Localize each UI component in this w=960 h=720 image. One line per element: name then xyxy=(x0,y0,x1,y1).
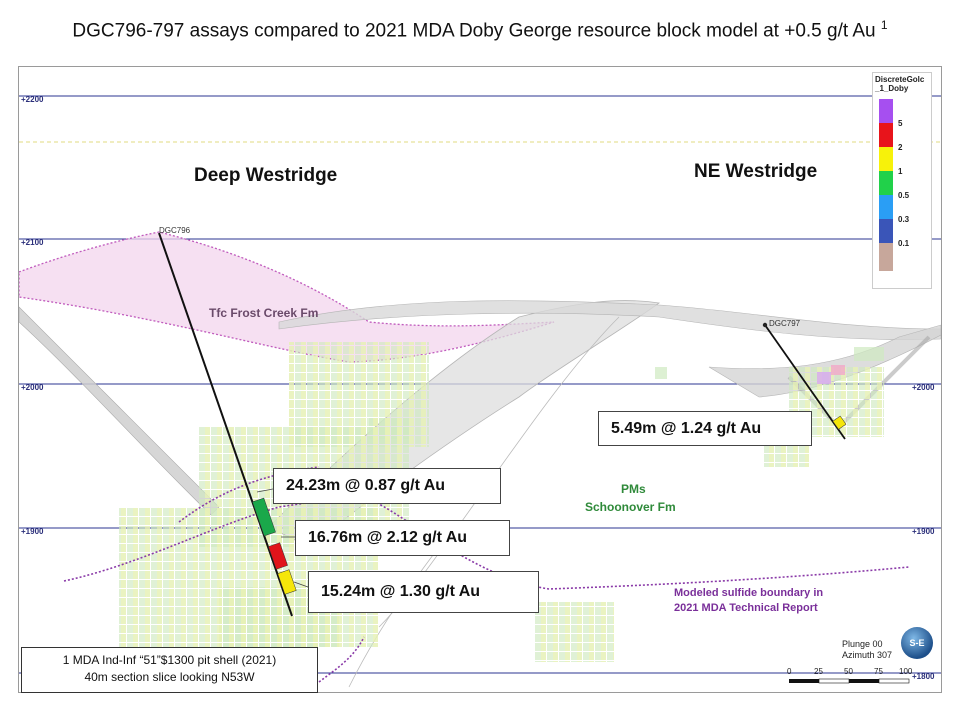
block-model-ne-pink xyxy=(831,365,845,375)
company-logo: S-E xyxy=(901,627,933,659)
legend-swatch-1 xyxy=(879,147,893,171)
cross-section-drawing xyxy=(19,95,941,688)
legend-swatch-0-1 xyxy=(879,219,893,243)
intercept-callout-2: 16.76m @ 2.12 g/t Au xyxy=(295,520,510,556)
legend-swatch-0-5 xyxy=(879,171,893,195)
collar-dgc797 xyxy=(762,322,768,328)
region-label-ne-westridge: NE Westridge xyxy=(694,161,818,182)
legend-label-0-1: 0.1 xyxy=(898,239,910,248)
cross-section-panel: +2200 +2100 +2000 +1900 +2000 +1900 +180… xyxy=(18,66,942,693)
figure-title: DGC796-797 assays compared to 2021 MDA D… xyxy=(0,18,960,42)
elevation-label-1900-left: +1900 xyxy=(21,527,44,536)
block-model-ne-west-tail xyxy=(764,442,809,467)
legend-label-0-5: 0.5 xyxy=(898,191,910,200)
scale-tick-75: 75 xyxy=(874,667,883,676)
intercept-bar-4 xyxy=(832,415,847,430)
legend-title-line1: DiscreteGolc xyxy=(875,75,925,84)
elevation-label-1800-right: +1800 xyxy=(912,672,935,681)
intercept-bar-1 xyxy=(252,497,276,537)
intercept-callout-4: 5.49m @ 1.24 g/t Au xyxy=(598,411,812,446)
footnote-box: 1 MDA Ind-Inf “51”$1300 pit shell (2021)… xyxy=(21,647,318,693)
azimuth-line: Azimuth 307 xyxy=(842,650,893,660)
scale-tick-25: 25 xyxy=(814,667,823,676)
title-footnote-marker: 1 xyxy=(880,18,888,32)
block-model-deep-west-south xyxy=(534,602,614,662)
legend-title-line2: _1_Doby xyxy=(875,84,909,93)
scale-tick-100: 100 xyxy=(899,667,913,676)
block-model-ne-top xyxy=(854,347,884,361)
elevation-label-2200-left: +2200 xyxy=(21,95,44,104)
drill-hole-label-dgc796: DGC796 xyxy=(159,226,191,235)
block-model-scatter-2 xyxy=(655,367,667,379)
legend-label-0-3: 0.3 xyxy=(898,215,910,224)
legend-swatch-0-3 xyxy=(879,195,893,219)
legend-label-2: 2 xyxy=(898,143,903,152)
formation-label-frost-creek: Tfc Frost Creek Fm xyxy=(209,306,319,320)
scale-tick-50: 50 xyxy=(844,667,853,676)
drill-trace-dgc796 xyxy=(158,232,293,617)
block-model-scatter-1 xyxy=(369,417,409,439)
legend-title: DiscreteGolc _1_Doby xyxy=(875,75,929,93)
intercept-bar-2 xyxy=(268,542,288,570)
intercept-callout-1: 24.23m @ 0.87 g/t Au xyxy=(273,468,501,504)
scale-tick-0: 0 xyxy=(787,667,792,676)
plunge-line: Plunge 00 xyxy=(842,639,883,649)
elevation-label-2000-left: +2000 xyxy=(21,383,44,392)
drill-hole-label-dgc797: DGC797 xyxy=(769,319,801,328)
frost-creek-formation xyxy=(19,231,555,363)
title-text: DGC796-797 assays compared to 2021 MDA D… xyxy=(72,20,876,42)
sulfide-note-line1: Modeled sulfide boundary in xyxy=(674,587,824,599)
scale-bar-black-1 xyxy=(789,679,819,683)
plunge-azimuth-readout: Plunge 00 Azimuth 307 xyxy=(842,639,892,661)
block-model-ne-purple xyxy=(817,372,831,384)
intercept-callout-3: 15.24m @ 1.30 g/t Au xyxy=(308,571,539,613)
scale-bar-black-2 xyxy=(849,679,879,683)
region-label-deep-westridge: Deep Westridge xyxy=(194,165,338,186)
legend-label-1: 1 xyxy=(898,167,903,176)
fault-ribbon-left xyxy=(19,306,220,516)
sulfide-boundary-lower xyxy=(318,636,365,683)
scale-bar-white-1 xyxy=(818,678,850,684)
legend-swatch-5 xyxy=(879,99,893,123)
callout-connector-3 xyxy=(293,581,309,588)
footnote-line1: 1 MDA Ind-Inf “51”$1300 pit shell (2021) xyxy=(62,653,277,667)
elevation-label-2000-right: +2000 xyxy=(912,383,935,392)
sulfide-note-line2: 2021 MDA Technical Report xyxy=(674,602,818,614)
elevation-label-2100-left: +2100 xyxy=(21,238,44,247)
legend-swatch-below xyxy=(879,243,893,271)
elevation-label-1900-right: +1900 xyxy=(912,527,935,536)
footnote-line2: 40m section slice looking N53W xyxy=(84,670,255,684)
intercept-bar-3 xyxy=(277,569,297,595)
formation-label-schoonover: Schoonover Fm xyxy=(585,500,676,514)
scale-bar-white-2 xyxy=(878,678,910,684)
grade-legend: DiscreteGolc _1_Doby 5 2 1 0.5 0.3 0.1 xyxy=(872,72,932,289)
legend-label-5: 5 xyxy=(898,119,903,128)
drill-trace-dgc797 xyxy=(764,324,846,440)
formation-label-pms: PMs xyxy=(621,482,646,496)
surface-ribbon-upper xyxy=(278,300,941,340)
legend-swatch-2 xyxy=(879,123,893,147)
callout-connector-1 xyxy=(256,488,274,493)
sulfide-boundary-note: Modeled sulfide boundary in 2021 MDA Tec… xyxy=(674,586,823,616)
